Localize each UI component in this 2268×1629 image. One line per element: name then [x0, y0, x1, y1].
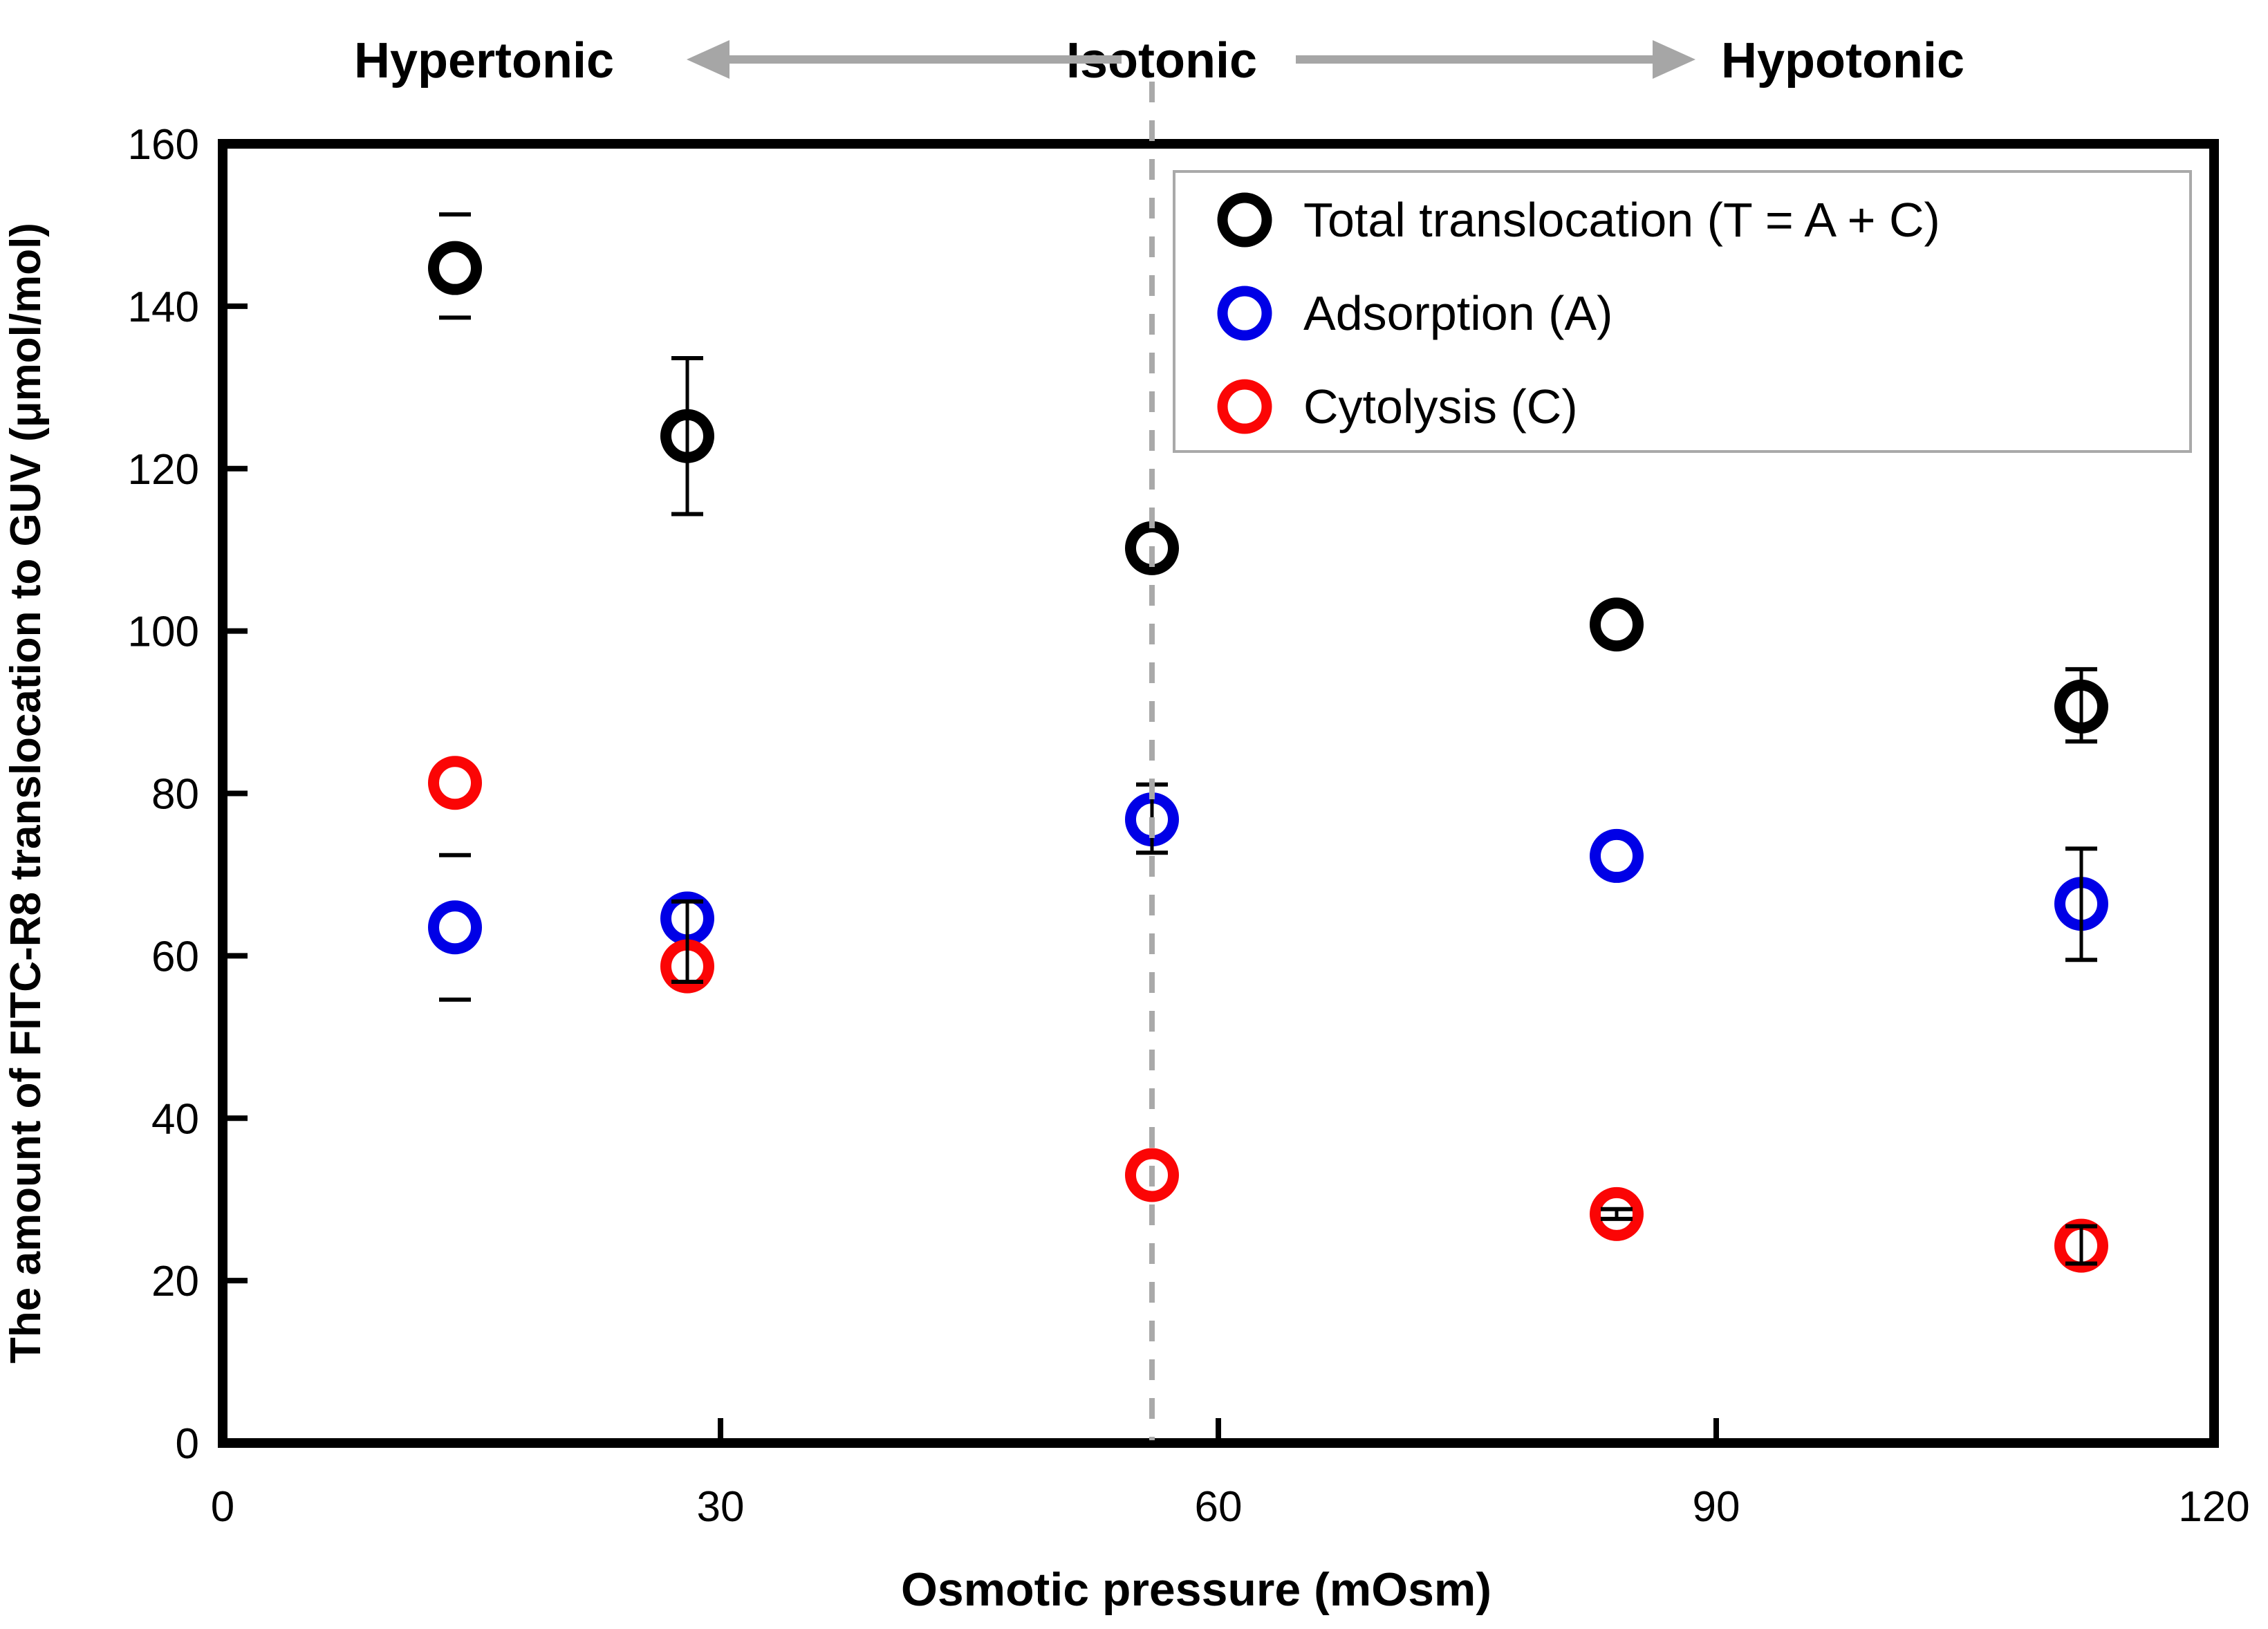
- data-point: [1590, 597, 1644, 652]
- data-point: [1590, 1186, 1644, 1241]
- right-arrow-icon: [1296, 40, 1695, 79]
- tonicity-band: Hypertonic Isotonic Hypotonic: [354, 33, 1964, 89]
- x-axis-title: Osmotic pressure (mOsm): [901, 1563, 1491, 1616]
- legend-box: [1173, 170, 2192, 453]
- y-tick-label: 20: [151, 1258, 199, 1305]
- left-arrow-icon: [687, 40, 1122, 79]
- legend-marker-icon: [1217, 379, 1272, 434]
- y-tick-label: 120: [128, 446, 199, 494]
- x-tick-label: 30: [697, 1483, 745, 1531]
- x-tick-label: 60: [1195, 1483, 1243, 1531]
- y-tick-label: 140: [128, 283, 199, 331]
- x-tick-label: 90: [1693, 1483, 1740, 1531]
- y-axis-title: The amount of FITC-R8 translocation to G…: [2, 223, 50, 1363]
- y-tick-label: 60: [151, 933, 199, 980]
- legend-label: Total translocation (T = A + C): [1303, 193, 1940, 247]
- legend-marker-icon: [1217, 286, 1272, 341]
- y-tick-label: 80: [151, 771, 199, 819]
- hypertonic-label: Hypertonic: [354, 33, 614, 89]
- plot-frame: [218, 139, 2219, 1448]
- legend-label: Adsorption (A): [1303, 286, 1612, 340]
- data-point: [1590, 828, 1644, 883]
- data-point: [1125, 1148, 1179, 1202]
- plot-content: 0 20 40 60 80 100 120 140 160 0 30 60 90 120 Total tra…: [128, 82, 2250, 1531]
- y-tick-label: 100: [128, 608, 199, 656]
- data-point: [428, 900, 482, 955]
- x-tick-label: 120: [2178, 1483, 2249, 1531]
- legend-label: Cytolysis (C): [1303, 380, 1578, 434]
- x-tick-label: 0: [211, 1483, 234, 1531]
- data-point: [428, 241, 482, 295]
- legend-marker-icon: [1217, 192, 1272, 248]
- y-tick-label: 0: [176, 1420, 199, 1468]
- y-tick-label: 40: [151, 1095, 199, 1143]
- y-tick-label: 160: [128, 121, 199, 169]
- hypotonic-label: Hypotonic: [1721, 33, 1964, 89]
- data-point: [428, 756, 482, 810]
